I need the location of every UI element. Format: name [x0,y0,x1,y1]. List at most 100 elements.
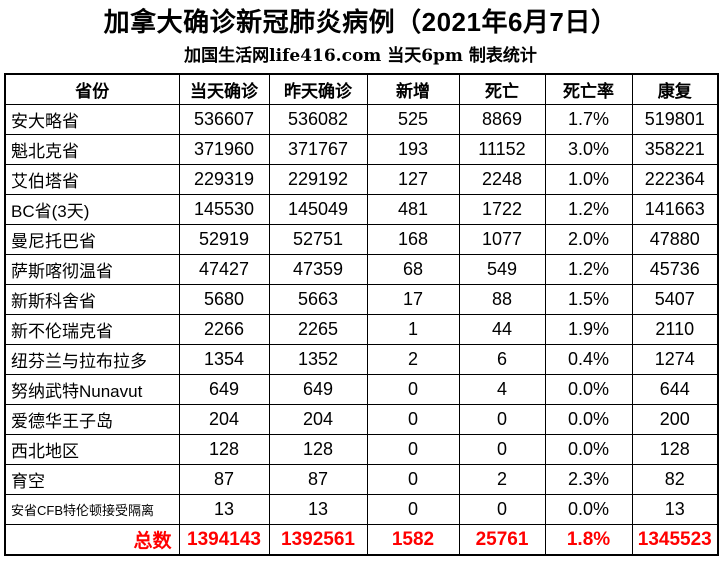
value-cell: 1077 [458,224,546,255]
value-cell: 1 [366,314,460,345]
page-title: 加拿大确诊新冠肺炎病例（2021年6月7日） [103,7,618,37]
value-cell: 1582 [366,524,460,556]
table-row: 西北地区 128 128 0 0 0.0% 128 [4,434,719,465]
table-row: 努纳武特Nunavut 649 649 0 4 0.0% 644 [4,374,719,405]
column-header: 新增 [366,73,460,105]
value-cell: 525 [366,104,460,135]
value-cell: 44 [458,314,546,345]
value-cell: 0.4% [544,344,633,375]
table-row: 安大略省 536607 536082 525 8869 1.7% 519801 [4,104,719,135]
value-cell: 145049 [268,194,368,225]
value-cell: 0 [366,434,460,465]
value-cell: 536082 [268,104,368,135]
value-cell: 222364 [631,164,719,195]
value-cell: 5663 [268,284,368,315]
value-cell: 1274 [631,344,719,375]
value-cell: 0 [458,494,546,525]
province-cell: 育空 [4,464,180,495]
value-cell: 128 [268,434,368,465]
value-cell: 2 [366,344,460,375]
value-cell: 0 [366,494,460,525]
value-cell: 0.0% [544,434,633,465]
column-header: 省份 [4,73,180,105]
value-cell: 4 [458,374,546,405]
value-cell: 13 [631,494,719,525]
value-cell: 1.7% [544,104,633,135]
table-row: BC省(3天) 145530 145049 481 1722 1.2% 141663 [4,194,719,225]
value-cell: 229192 [268,164,368,195]
province-cell: 萨斯喀彻温省 [4,254,180,285]
value-cell: 17 [366,284,460,315]
province-cell: 总数 [4,524,180,556]
value-cell: 644 [631,374,719,405]
province-cell: 新不伦瑞克省 [4,314,180,345]
column-header: 死亡 [458,73,546,105]
column-header: 昨天确诊 [268,73,368,105]
value-cell: 0.0% [544,374,633,405]
province-cell: 西北地区 [4,434,180,465]
value-cell: 193 [366,134,460,165]
table-row: 爱德华王子岛 204 204 0 0 0.0% 200 [4,404,719,435]
value-cell: 1352 [268,344,368,375]
value-cell: 47359 [268,254,368,285]
table-row: 育空 87 87 0 2 2.3% 82 [4,464,719,495]
province-cell: 爱德华王子岛 [4,404,180,435]
value-cell: 88 [458,284,546,315]
value-cell: 168 [366,224,460,255]
table-row: 安省CFB特伦顿接受隔离 13 13 0 0 0.0% 13 [4,494,719,525]
province-cell: 努纳武特Nunavut [4,374,180,405]
value-cell: 1.5% [544,284,633,315]
value-cell: 0 [366,374,460,405]
value-cell: 229319 [178,164,270,195]
value-cell: 0 [366,464,460,495]
table-row: 纽芬兰与拉布拉多 1354 1352 2 6 0.4% 1274 [4,344,719,375]
value-cell: 0 [366,404,460,435]
value-cell: 204 [268,404,368,435]
table-row: 新不伦瑞克省 2266 2265 1 44 1.9% 2110 [4,314,719,345]
value-cell: 11152 [458,134,546,165]
value-cell: 371960 [178,134,270,165]
value-cell: 2266 [178,314,270,345]
province-cell: 纽芬兰与拉布拉多 [4,344,180,375]
value-cell: 82 [631,464,719,495]
value-cell: 1392561 [268,524,368,556]
value-cell: 1722 [458,194,546,225]
value-cell: 5407 [631,284,719,315]
value-cell: 128 [178,434,270,465]
value-cell: 2110 [631,314,719,345]
value-cell: 0 [458,404,546,435]
value-cell: 127 [366,164,460,195]
value-cell: 2 [458,464,546,495]
province-cell: 新斯科舍省 [4,284,180,315]
value-cell: 371767 [268,134,368,165]
province-cell: 艾伯塔省 [4,164,180,195]
value-cell: 1.2% [544,194,633,225]
value-cell: 519801 [631,104,719,135]
value-cell: 87 [268,464,368,495]
province-cell: 曼尼托巴省 [4,224,180,255]
value-cell: 3.0% [544,134,633,165]
value-cell: 13 [268,494,368,525]
value-cell: 1345523 [631,524,719,556]
header-row: 省份 当天确诊 昨天确诊 新增 死亡 死亡率 康复 [4,73,719,105]
value-cell: 204 [178,404,270,435]
value-cell: 358221 [631,134,719,165]
value-cell: 45736 [631,254,719,285]
value-cell: 25761 [458,524,546,556]
value-cell: 0.0% [544,404,633,435]
value-cell: 13 [178,494,270,525]
value-cell: 2.0% [544,224,633,255]
value-cell: 649 [178,374,270,405]
province-cell: 安大略省 [4,104,180,135]
value-cell: 1394143 [178,524,270,556]
value-cell: 145530 [178,194,270,225]
table-body: 安大略省 536607 536082 525 8869 1.7% 519801 魁北克省 371… [4,104,719,525]
value-cell: 68 [366,254,460,285]
value-cell: 2265 [268,314,368,345]
column-header: 当天确诊 [178,73,270,105]
value-cell: 128 [631,434,719,465]
value-cell: 8869 [458,104,546,135]
table-row: 艾伯塔省 229319 229192 127 2248 1.0% 222364 [4,164,719,195]
value-cell: 87 [178,464,270,495]
